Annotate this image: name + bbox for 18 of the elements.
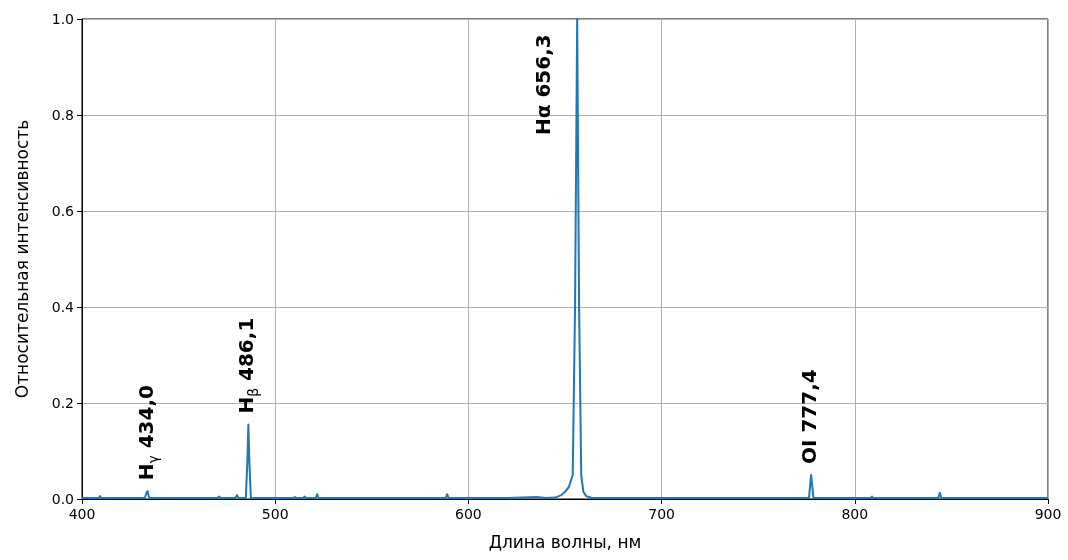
y-tick-label: 0.6 xyxy=(51,203,75,219)
x-tick-label: 600 xyxy=(455,506,482,522)
annotation: Hβ 486,1 xyxy=(234,317,262,414)
x-tick-label: 400 xyxy=(68,506,96,522)
y-tick-label: 0.8 xyxy=(51,107,74,123)
y-tick-label: 0.2 xyxy=(51,395,74,411)
annotation: OI 777,4 xyxy=(797,369,822,464)
x-tick-label: 800 xyxy=(841,506,869,522)
x-tick-label: 900 xyxy=(1034,506,1062,522)
y-tick-label: 1.0 xyxy=(51,11,74,27)
y-tick-label: 0.0 xyxy=(51,491,74,507)
annotation: Hα 656,3 xyxy=(531,34,556,135)
x-tick-label: 500 xyxy=(261,506,289,522)
y-tick-label: 0.4 xyxy=(51,299,75,315)
x-tick-label: 700 xyxy=(648,506,675,522)
annotation: Hγ 434,0 xyxy=(133,385,161,481)
y-axis-title: Относительная интенсивность xyxy=(11,119,32,399)
x-axis-title: Длина волны, нм xyxy=(488,531,642,552)
